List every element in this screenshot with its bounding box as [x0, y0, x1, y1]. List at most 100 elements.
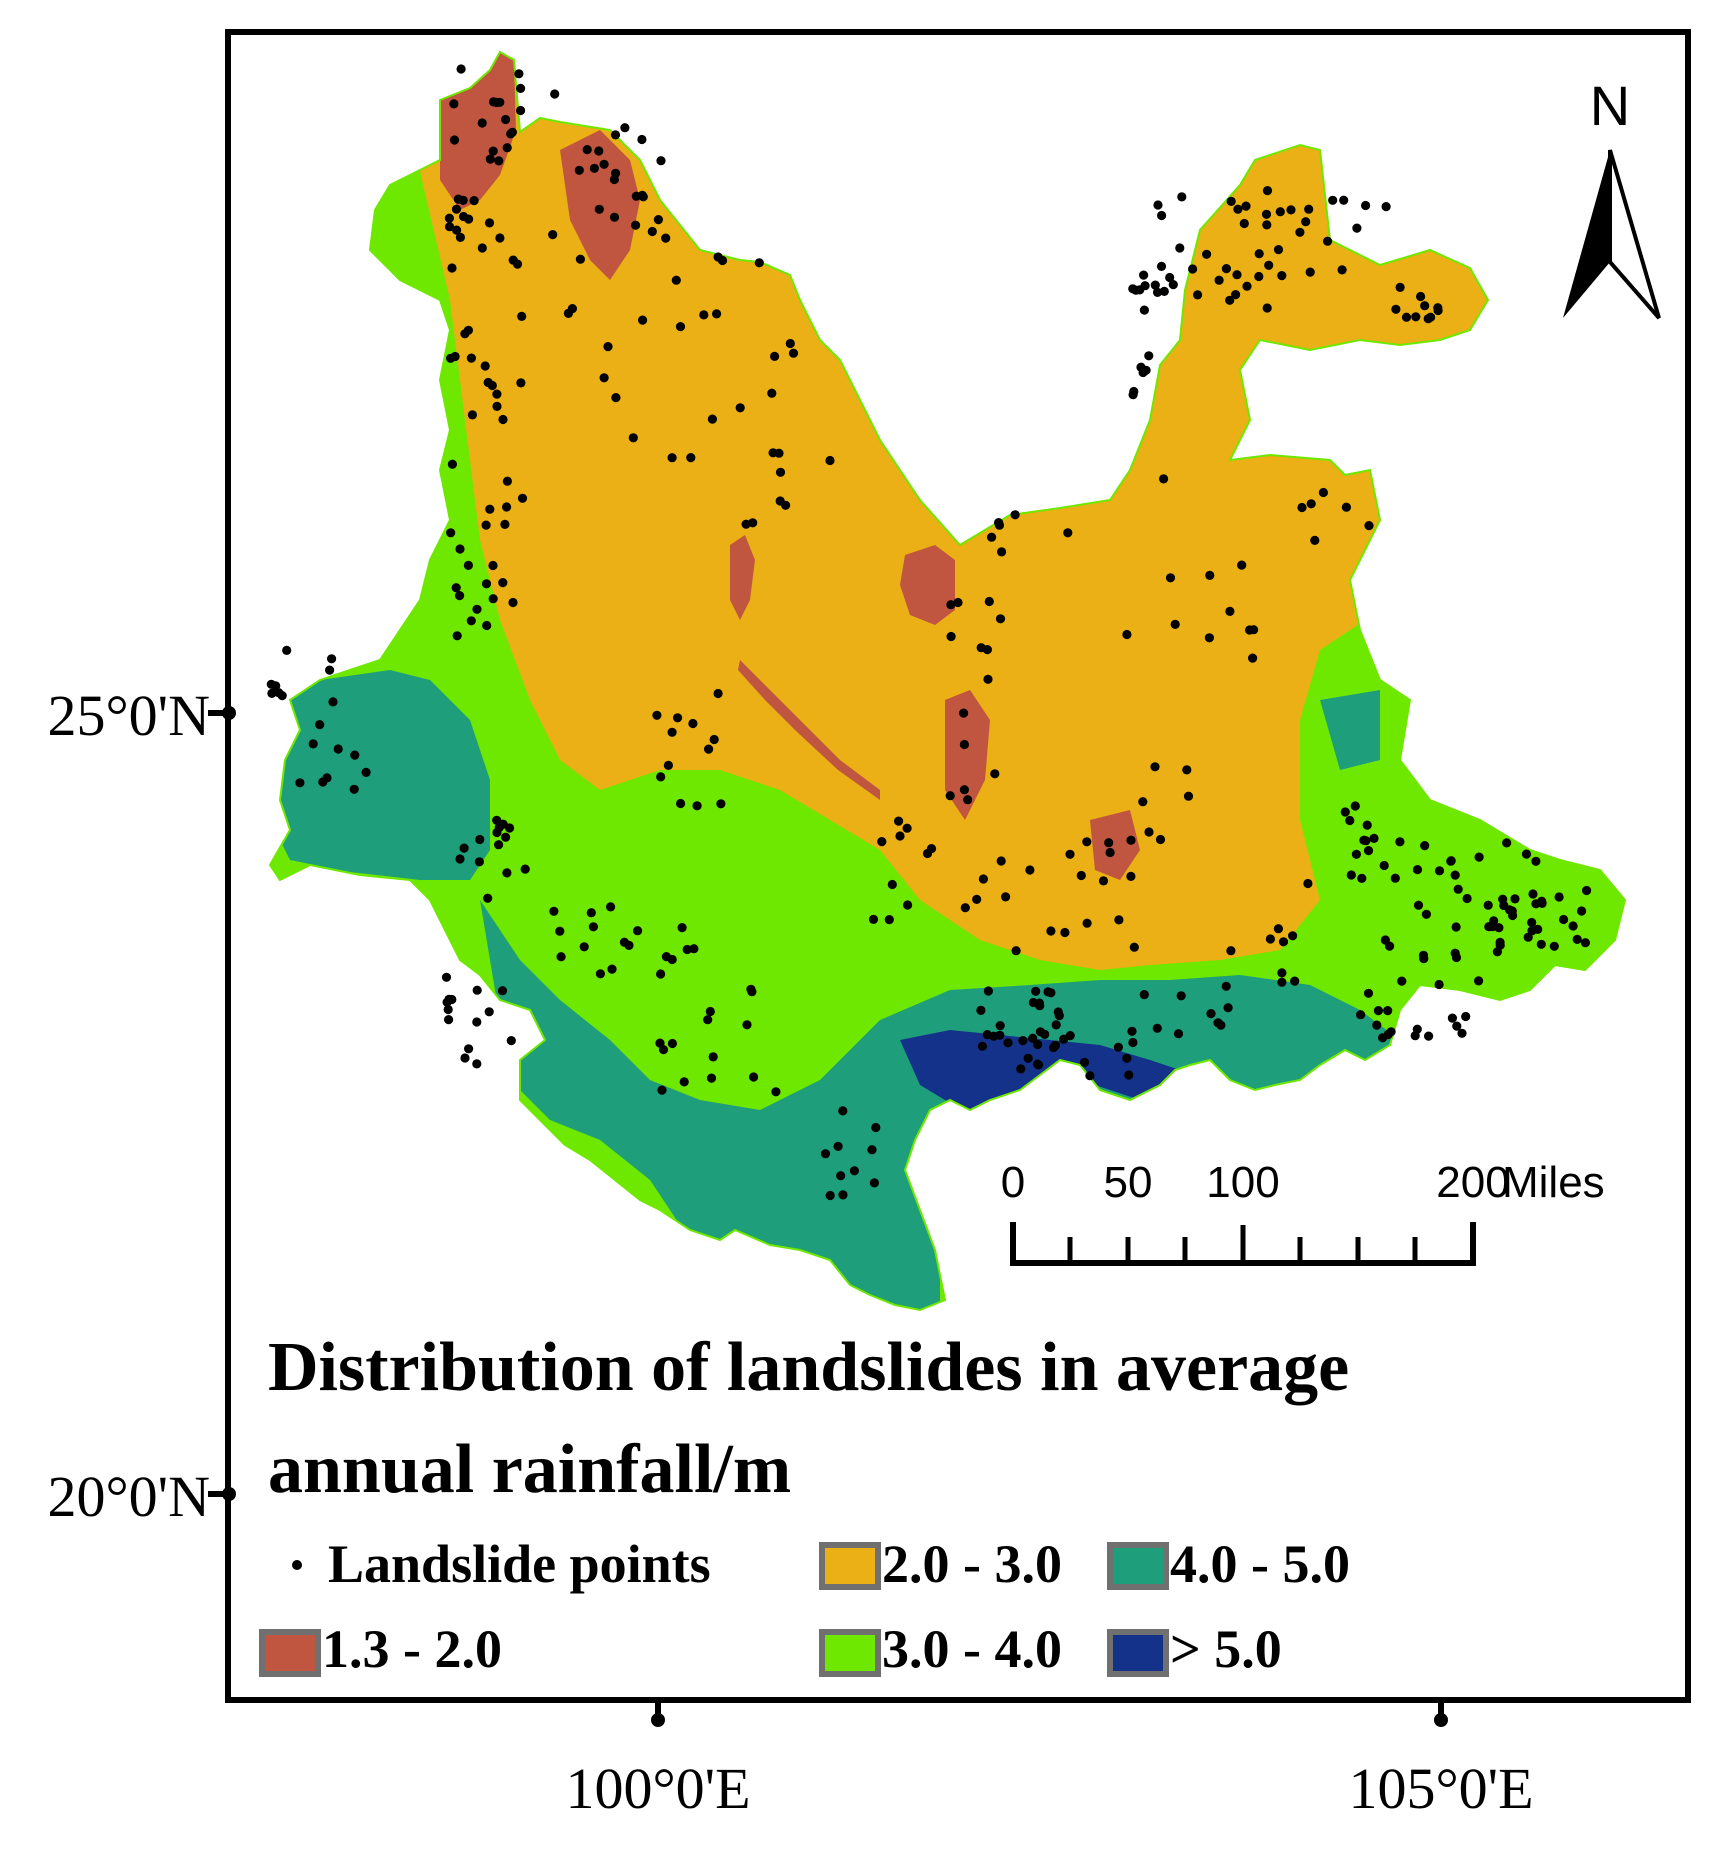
landslide-point: [271, 681, 281, 691]
landslide-point: [1401, 312, 1412, 322]
landslide-point: [549, 906, 559, 916]
landslide-point: [460, 329, 470, 339]
landslide-point: [452, 631, 462, 641]
landslide-point: [501, 832, 511, 842]
landslide-point: [502, 868, 512, 878]
landslide-point: [1156, 261, 1167, 271]
landslide-point: [1076, 870, 1086, 881]
landslide-point: [712, 309, 722, 319]
landslide-point: [1351, 849, 1361, 859]
landslide-point: [594, 204, 604, 214]
landslide-point: [894, 816, 904, 826]
landslide-point: [1082, 837, 1092, 847]
landslide-point: [1451, 952, 1462, 963]
province-outline: [268, 50, 1627, 1312]
landslide-point: [1554, 892, 1564, 902]
zone-1.3-2-central2: [900, 545, 955, 625]
landslide-point: [699, 310, 709, 320]
zone-1.3-2-river: [738, 660, 880, 800]
lon-tick-dot: [651, 1713, 665, 1727]
landslide-point: [1018, 1036, 1028, 1046]
landslide-point: [1050, 1040, 1061, 1050]
landslide-point: [1175, 243, 1185, 253]
landslide-point: [477, 243, 487, 253]
landslide-point: [277, 691, 287, 701]
landslide-point: [1264, 260, 1274, 270]
landslide-point: [748, 518, 758, 528]
landslide-point: [1278, 937, 1289, 947]
landslide-point: [1531, 899, 1541, 909]
landslide-point: [1337, 265, 1347, 275]
landslide-point: [472, 604, 482, 614]
scale-bar: 0 50 100 200 Miles: [1001, 1158, 1605, 1266]
landslide-point: [770, 351, 780, 361]
landslide-point: [825, 455, 835, 466]
landslide-point: [599, 373, 609, 383]
landslide-point: [464, 1044, 474, 1054]
landslide-point: [609, 212, 620, 222]
landslide-point: [508, 255, 518, 265]
legend-swatch-above-5-0: [1107, 1629, 1169, 1677]
landslide-point: [1065, 1031, 1075, 1041]
landslide-point: [1310, 535, 1320, 546]
landslide-point: [1221, 264, 1231, 274]
landslide-point: [717, 255, 728, 266]
landslide-point: [836, 1171, 846, 1181]
landslide-point: [1159, 474, 1169, 484]
landslide-point: [1420, 841, 1430, 851]
landslide-point: [494, 840, 504, 850]
landslide-point: [1249, 625, 1259, 635]
landslide-point: [704, 744, 714, 754]
landslide-point: [501, 114, 511, 125]
legend-title-line1: Distribution of landslides in average: [268, 1329, 1349, 1406]
landslide-point: [1495, 940, 1505, 950]
landslide-point: [1114, 915, 1124, 925]
landslide-point: [1262, 303, 1272, 313]
landslide-point: [1381, 202, 1391, 212]
landslide-point: [972, 894, 982, 905]
landslide-point: [516, 378, 526, 388]
landslide-point: [767, 388, 777, 398]
north-arrow-left-half-icon: [1563, 150, 1610, 318]
landslide-point: [1304, 204, 1314, 214]
landslide-point: [663, 760, 674, 771]
landslide-point: [838, 1190, 848, 1200]
landslide-point: [960, 903, 970, 913]
landslide-point: [1165, 272, 1175, 283]
landslide-point: [653, 215, 664, 225]
landslide-point: [498, 578, 508, 588]
landslide-point: [603, 342, 613, 352]
legend-label-1-3-2-0: 1.3 - 2.0: [322, 1619, 502, 1679]
landslide-point: [1345, 815, 1355, 826]
landslide-point: [1040, 1029, 1050, 1039]
landslide-point: [1193, 290, 1203, 300]
landslide-point: [350, 750, 360, 760]
landslide-point: [514, 69, 524, 79]
landslide-point: [1357, 873, 1367, 884]
landslide-point: [444, 994, 454, 1005]
landslide-point: [500, 519, 510, 530]
landslide-point: [1474, 976, 1484, 986]
landslide-point: [502, 502, 512, 512]
landslide-point: [1451, 922, 1461, 932]
lat-tick-dot: [222, 1487, 236, 1501]
landslide-point: [1297, 502, 1307, 513]
landslide-point: [1043, 987, 1053, 997]
landslide-point: [1205, 570, 1215, 581]
legend: Landslide points 1.3 - 2.0 2.0 - 3.0 3.0…: [259, 1534, 1350, 1679]
landslide-point: [589, 163, 600, 173]
scale-unit: Miles: [1502, 1158, 1605, 1207]
landslide-point: [1054, 1011, 1064, 1021]
landslide-point: [472, 985, 482, 995]
landslide-point: [467, 410, 477, 420]
landslide-point: [1254, 249, 1264, 259]
landslide-point: [657, 1085, 667, 1095]
landslide-point: [1063, 528, 1073, 538]
landslide-point: [1499, 900, 1509, 911]
landslide-point: [679, 1077, 689, 1087]
landslide-point: [983, 986, 994, 996]
landslide-point: [749, 1072, 759, 1082]
landslide-point: [588, 922, 599, 932]
landslide-point: [595, 969, 606, 979]
landslide-point: [1580, 938, 1590, 948]
